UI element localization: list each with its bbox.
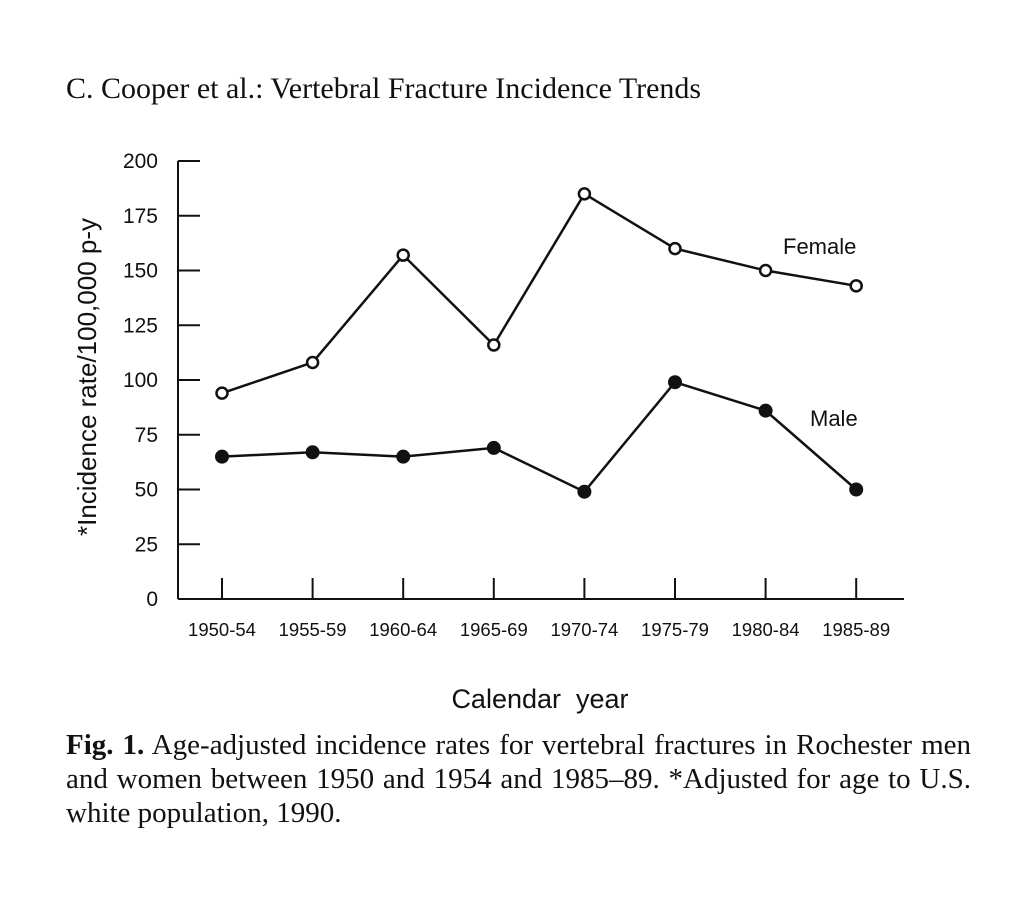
x-axis-title: Calendar year (451, 684, 628, 714)
line-chart: 0 25 50 75 100 125 150 175 200 1950-54 1955-59 1960… (72, 150, 904, 714)
series-male (215, 375, 864, 499)
data-point-male (758, 403, 773, 418)
y-tick-label: 50 (135, 479, 158, 502)
data-point-female (305, 355, 320, 370)
y-tick-label: 75 (135, 424, 158, 447)
data-point-female (396, 248, 410, 262)
data-point-male (849, 482, 864, 497)
chart-labels: 0 25 50 75 100 125 150 175 200 1950-54 1955-59 1960… (72, 150, 890, 714)
data-point-female (758, 263, 773, 278)
chart-series (215, 187, 864, 499)
x-tick-label: 1970-74 (550, 619, 618, 640)
chart-axes (177, 160, 904, 600)
figure-label: Fig. 1. (66, 729, 145, 761)
x-tick-label: 1955-59 (279, 619, 347, 640)
y-tick-label: 100 (123, 369, 158, 392)
y-tick-label: 125 (123, 314, 158, 337)
y-tick-label: 150 (123, 260, 158, 283)
x-tick-label: 1985-89 (822, 619, 890, 640)
series-line-male (221, 380, 858, 494)
data-point-male (396, 449, 411, 464)
data-point-male (215, 449, 229, 464)
data-point-male (486, 440, 501, 455)
page-header: C. Cooper et al.: Vertebral Fracture Inc… (66, 72, 702, 105)
x-tick-label: 1975-79 (641, 619, 709, 640)
figure-caption-text: Age-adjusted incidence rates for vertebr… (66, 729, 971, 829)
data-point-male (305, 445, 320, 460)
x-tick-label: 1950-54 (188, 619, 256, 640)
y-tick-label: 200 (123, 150, 158, 173)
data-point-female (849, 279, 863, 293)
series-line-female (221, 192, 857, 395)
data-point-female (577, 187, 592, 201)
series-label-male: Male (810, 406, 858, 431)
series-female (215, 187, 863, 400)
x-tick-label: 1960-64 (369, 619, 437, 640)
data-point-female (487, 338, 501, 352)
x-tick-label: 1965-69 (460, 619, 528, 640)
x-tick-label: 1980-84 (732, 619, 800, 640)
data-point-female (668, 241, 682, 256)
y-tick-label: 25 (135, 533, 158, 556)
data-point-female (215, 386, 229, 400)
data-point-male (577, 484, 592, 499)
y-tick-label: 175 (123, 205, 158, 228)
data-point-male (668, 375, 682, 390)
series-label-female: Female (783, 234, 856, 259)
y-tick-label: 0 (146, 588, 158, 611)
y-axis-title: *Incidence rate/100,000 p-y (72, 218, 102, 536)
figure-caption: Fig. 1. Age-adjusted incidence rates for… (66, 728, 971, 830)
